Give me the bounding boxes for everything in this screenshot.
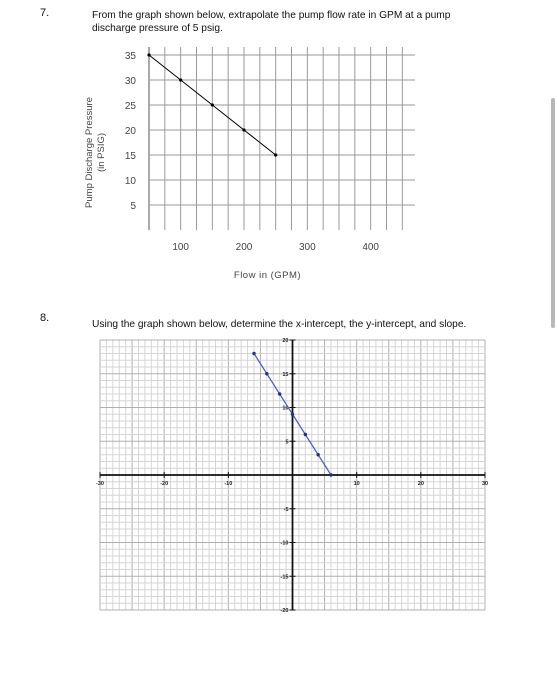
- question-7-text: From the graph shown below, extrapolate …: [92, 10, 451, 34]
- y-axis-label: (in PSIG): [96, 133, 107, 172]
- data-point: [252, 351, 256, 356]
- data-point: [210, 103, 214, 107]
- y-axis-label: Pump Discharge Pressure: [84, 97, 95, 208]
- y-tick-label: 30: [125, 76, 137, 87]
- data-point: [316, 453, 320, 457]
- y-tick-label: 25: [125, 101, 137, 112]
- x-tick-label: 100: [172, 242, 189, 253]
- y-tick-label: 15: [282, 372, 288, 378]
- scrollbar[interactable]: [551, 98, 555, 328]
- x-tick-label: 200: [236, 242, 253, 253]
- y-tick-label: -15: [281, 574, 289, 580]
- data-point: [147, 53, 151, 57]
- x-axis-label: Flow in (GPM): [234, 270, 301, 281]
- x-tick-label: 30: [482, 481, 488, 487]
- question-8-number: 8.: [40, 312, 50, 324]
- y-tick-label: -10: [281, 541, 289, 547]
- x-tick-label: -20: [160, 481, 168, 487]
- x-tick-label: 400: [362, 242, 379, 253]
- data-point: [274, 153, 278, 157]
- y-tick-label: 20: [125, 126, 137, 137]
- data-point: [265, 372, 269, 376]
- y-tick-label: 10: [125, 176, 137, 187]
- y-tick-label: -5: [284, 507, 289, 513]
- x-tick-label: -30: [96, 481, 104, 487]
- y-tick-label: -20: [281, 608, 289, 614]
- y-axis-label-group: Pump Discharge Pressure (in PSIG): [84, 97, 107, 208]
- data-point: [329, 473, 333, 477]
- question-8-text: Using the graph shown below, determine t…: [92, 319, 467, 330]
- question-7-number: 7.: [40, 7, 50, 19]
- y-tick-label: 15: [125, 151, 137, 162]
- x-tick-label: 10: [354, 481, 360, 487]
- y-tick-label: 10: [282, 406, 288, 412]
- x-tick-label: -10: [224, 481, 232, 487]
- y-tick-label: 5: [285, 439, 288, 445]
- data-point: [179, 78, 183, 82]
- pump-pressure-chart: 5 10 15 20 25 30 35 100 200 300 400 Flow in (GPM) Pu…: [84, 47, 415, 281]
- coordinate-grid-chart: -30 -20 -10 10 20 30 -20 -15 -10 -5 5 10 15 20: [96, 338, 488, 614]
- y-tick-label: 20: [282, 338, 288, 344]
- y-tick-label: 5: [130, 201, 136, 212]
- x-tick-label: 20: [418, 481, 424, 487]
- data-point: [303, 432, 308, 437]
- data-point: [242, 128, 246, 132]
- data-point: [277, 392, 282, 396]
- y-tick-label: 35: [125, 51, 137, 62]
- data-point: [290, 412, 295, 416]
- x-tick-label: 300: [299, 242, 316, 253]
